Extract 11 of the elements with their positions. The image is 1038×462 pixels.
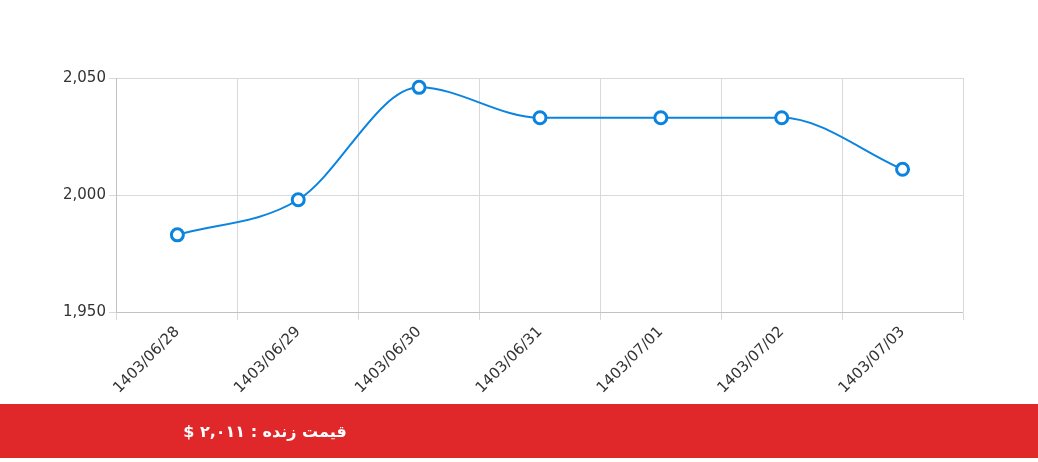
y-tick-label: 2,000 (62, 184, 106, 203)
point (411, 79, 427, 95)
point (895, 161, 911, 177)
y-tick-label: 1,950 (62, 302, 106, 321)
point (169, 227, 185, 243)
y-tick-label: 2,050 (62, 67, 106, 86)
text: قیمت زنده : ۲,۰۱۱ $ (182, 421, 348, 441)
point (653, 110, 669, 126)
point (774, 110, 790, 126)
point (532, 110, 548, 126)
point (290, 192, 306, 208)
